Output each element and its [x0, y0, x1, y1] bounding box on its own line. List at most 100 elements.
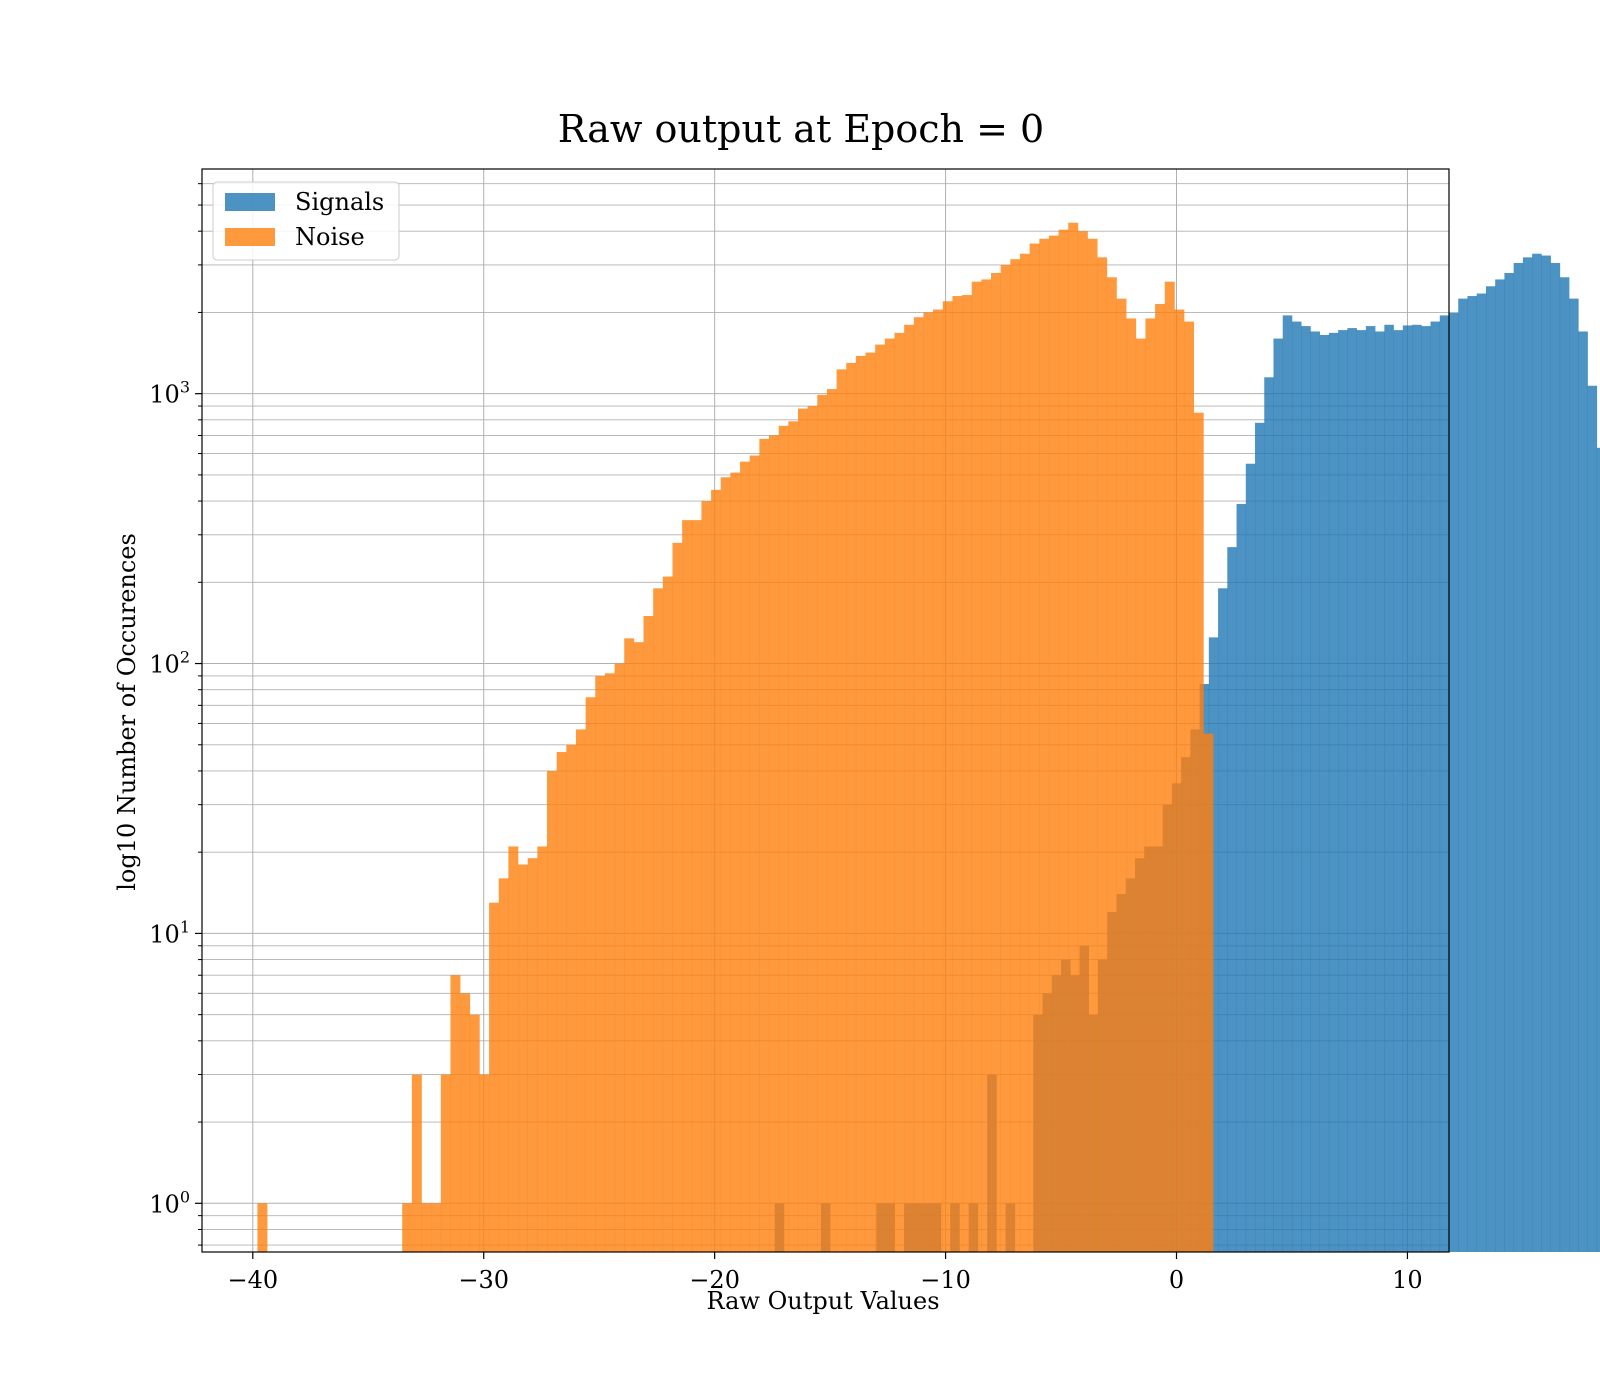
- bar-noise: [884, 338, 895, 1252]
- bar-signals: [1449, 312, 1459, 1253]
- x-tick-label: 0: [1169, 1266, 1184, 1294]
- bar-noise: [720, 477, 731, 1252]
- bar-noise: [450, 975, 461, 1252]
- bar-noise: [1097, 257, 1108, 1252]
- bar-noise: [633, 642, 644, 1252]
- bar-noise: [769, 435, 779, 1252]
- bar-signals: [1578, 331, 1588, 1253]
- bar-signals: [1375, 331, 1385, 1253]
- bar-noise: [759, 438, 770, 1253]
- bar-signals: [1338, 330, 1348, 1253]
- bar-noise: [1077, 231, 1088, 1253]
- x-tick-label: −10: [920, 1266, 971, 1294]
- bar-noise: [846, 362, 857, 1252]
- bar-noise: [672, 542, 683, 1252]
- y-tick-label: 103: [149, 378, 190, 409]
- legend-swatch-signals: [225, 193, 275, 211]
- bar-noise: [962, 295, 973, 1253]
- y-axis-label: log10 Number of Occurences: [113, 533, 141, 891]
- x-tick-label: −40: [227, 1266, 278, 1294]
- bar-noise: [479, 1074, 490, 1252]
- bar-signals: [1218, 588, 1228, 1252]
- bar-noise: [933, 309, 944, 1252]
- bar-signals: [1319, 334, 1330, 1252]
- bar-noise: [257, 1203, 268, 1252]
- bar-noise: [460, 993, 471, 1252]
- bar-noise: [585, 697, 596, 1252]
- bar-signals: [1393, 330, 1404, 1253]
- histogram-bars: [257, 222, 1600, 1253]
- bar-noise: [991, 272, 1001, 1252]
- bar-noise: [1155, 303, 1166, 1252]
- bar-noise: [556, 752, 567, 1252]
- x-tick-label: −30: [458, 1266, 509, 1294]
- bar-noise: [1058, 229, 1069, 1253]
- bar-signals: [1430, 321, 1441, 1252]
- bar-noise: [411, 1074, 422, 1252]
- bar-noise: [1126, 318, 1137, 1253]
- legend: Signals Noise: [212, 181, 400, 261]
- bar-noise: [595, 675, 606, 1252]
- bar-signals: [1264, 377, 1274, 1252]
- series-noise-bars: [257, 222, 1214, 1253]
- bar-noise: [1184, 321, 1195, 1252]
- bar-noise: [749, 455, 760, 1252]
- bar-signals: [1467, 296, 1478, 1253]
- bar-noise: [508, 846, 519, 1252]
- bar-noise: [855, 355, 866, 1252]
- bar-noise: [469, 1014, 480, 1252]
- bar-noise: [778, 425, 789, 1253]
- bar-noise: [1145, 318, 1156, 1253]
- y-tick-label: 101: [149, 917, 190, 948]
- bar-signals: [1402, 325, 1413, 1252]
- x-tick-label: 10: [1392, 1266, 1423, 1294]
- bar-signals: [1587, 385, 1598, 1252]
- bar-noise: [537, 846, 548, 1252]
- bar-noise: [527, 858, 538, 1252]
- bar-noise: [923, 312, 934, 1253]
- bar-signals: [1328, 332, 1339, 1252]
- bar-signals: [1356, 330, 1367, 1253]
- y-tick-label: 102: [149, 648, 190, 679]
- bar-noise: [1039, 238, 1050, 1253]
- bar-noise: [1116, 298, 1127, 1253]
- bar-noise: [981, 279, 992, 1253]
- axis-ticks: −40 −30 −20 −10 0 10 100 101 102 103: [149, 183, 1423, 1294]
- bar-noise: [402, 1203, 413, 1252]
- bar-signals: [1569, 298, 1579, 1253]
- bar-noise: [904, 324, 915, 1252]
- bar-signals: [1208, 637, 1219, 1252]
- bar-signals: [1504, 272, 1514, 1252]
- bar-signals: [1559, 277, 1570, 1252]
- legend-label-noise: Noise: [295, 223, 365, 251]
- bar-noise: [431, 1203, 442, 1252]
- bar-noise: [875, 344, 886, 1252]
- bar-noise: [643, 616, 654, 1252]
- bar-noise: [498, 878, 509, 1252]
- legend-label-signals: Signals: [295, 188, 384, 216]
- bar-noise: [1203, 733, 1214, 1252]
- bar-noise: [836, 369, 847, 1252]
- bar-noise: [711, 489, 722, 1253]
- bar-signals: [1301, 326, 1311, 1252]
- bar-noise: [865, 352, 876, 1252]
- bar-noise: [1000, 264, 1011, 1252]
- bar-signals: [1255, 422, 1265, 1252]
- bar-noise: [1019, 253, 1030, 1252]
- x-axis-label: Raw Output Values: [706, 1287, 939, 1315]
- bar-signals: [1522, 257, 1533, 1252]
- bar-signals: [1412, 324, 1422, 1252]
- bar-signals: [1347, 328, 1357, 1252]
- bar-noise: [1164, 281, 1175, 1253]
- bar-signals: [1541, 255, 1551, 1252]
- bar-noise: [740, 461, 751, 1253]
- bar-noise: [942, 301, 953, 1252]
- bar-noise: [624, 638, 635, 1252]
- bar-signals: [1282, 315, 1293, 1252]
- bar-noise: [682, 520, 693, 1252]
- bar-noise: [971, 281, 982, 1253]
- bar-noise: [788, 421, 799, 1252]
- bar-noise: [817, 394, 828, 1252]
- bar-signals: [1227, 547, 1237, 1252]
